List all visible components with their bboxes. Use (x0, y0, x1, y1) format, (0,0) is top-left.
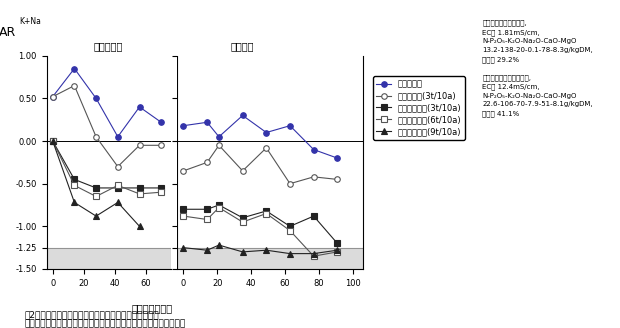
Legend: 化成肥料区, 普通堆肥区(3t/10a), 高塩類堆肥区(3t/10a), 高塩類堆肥区(6t/10a), 高塩類堆肥区(9t/10a): 化成肥料区, 普通堆肥区(3t/10a), 高塩類堆肥区(3t/10a), 高塩… (373, 76, 465, 140)
Bar (177, 248, 363, 269)
Text: 褐色低地土: 褐色低地土 (94, 42, 123, 51)
Bar (46, 248, 170, 269)
Text: K+Na: K+Na (19, 17, 41, 26)
Text: AR: AR (0, 26, 17, 39)
Text: 普通堆肥：牛ふん堆肥,
EC値 1.81mS/cm,
N-P₂O₅-K₂O-Na₂O-CaO-MgO
13.2-138-20-0.1-78-8.3g/kgDM,: 普通堆肥：牛ふん堆肥, EC値 1.81mS/cm, N-P₂O₅-K₂O-Na… (482, 20, 593, 117)
Text: 図2　高塩類堆肥施用時の陽イオンバランスの経時変化: 図2 高塩類堆肥施用時の陽イオンバランスの経時変化 (25, 311, 159, 320)
Text: 活培日数（日）: 活培日数（日） (131, 303, 172, 313)
Text: 採取地：褐色低地土（那須塩原市）、黒ボク土（那須塩原市）: 採取地：褐色低地土（那須塩原市）、黒ボク土（那須塩原市） (25, 319, 186, 328)
Text: 黒ボク土: 黒ボク土 (230, 42, 254, 51)
